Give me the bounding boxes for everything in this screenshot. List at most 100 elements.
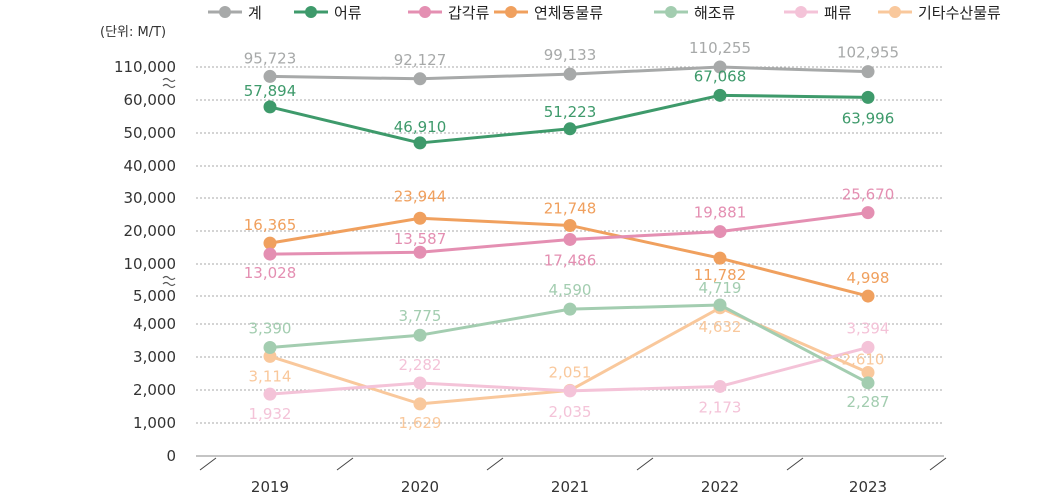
data-label: 51,223: [544, 103, 597, 121]
data-point: [713, 88, 727, 102]
data-point: [413, 376, 427, 390]
data-point: [413, 136, 427, 150]
y-tick-label: 3,000: [133, 348, 176, 366]
data-point: [413, 72, 427, 86]
x-axis-separator: [929, 457, 947, 471]
series-lines: [263, 60, 875, 411]
data-point: [861, 340, 875, 354]
data-point: [861, 376, 875, 390]
data-label: 21,748: [544, 199, 597, 217]
legend-label: 패류: [824, 4, 852, 22]
legend-item: 어류: [294, 4, 362, 22]
legend: 계 어류 갑각류 연체동물류 해조류 패류 기타수산물류: [208, 4, 1001, 22]
data-point: [861, 206, 875, 220]
legend-marker: [505, 6, 517, 18]
data-label: 13,028: [244, 264, 297, 282]
legend-item: 해조류: [654, 4, 736, 22]
data-point: [861, 90, 875, 104]
data-label: 99,133: [544, 46, 597, 64]
data-label: 2,035: [549, 403, 592, 421]
y-tick-label: 30,000: [124, 189, 177, 207]
legend-marker: [889, 6, 901, 18]
data-point: [713, 225, 727, 239]
series: [263, 211, 875, 303]
data-point: [713, 60, 727, 74]
data-point: [563, 122, 577, 136]
data-label: 1,932: [249, 405, 292, 423]
data-label: 23,944: [394, 187, 447, 205]
data-point: [563, 232, 577, 246]
data-point: [263, 387, 277, 401]
legend-label: 갑각류: [448, 4, 490, 22]
legend-marker: [419, 6, 431, 18]
data-labels: 95,723 92,127 99,133 110,255 102,955 57,894 46…: [244, 39, 899, 432]
axis-break-icon: [162, 77, 176, 89]
data-label: 25,670: [842, 186, 895, 204]
data-label: 67,068: [694, 67, 747, 85]
data-label: 2,610: [842, 350, 885, 368]
series: [263, 340, 875, 401]
legend-item: 갑각류: [408, 4, 490, 22]
data-point: [563, 384, 577, 398]
legend-label: 어류: [334, 4, 362, 22]
y-tick-label: 110,000: [114, 58, 176, 76]
data-label: 2,287: [847, 393, 890, 411]
data-label: 2,282: [399, 356, 442, 374]
data-label: 102,955: [837, 44, 899, 62]
x-tick-label: 2023: [849, 478, 887, 493]
series: [263, 60, 875, 86]
data-label: 19,881: [694, 204, 747, 222]
legend-marker: [795, 6, 807, 18]
legend-label: 해조류: [694, 4, 736, 22]
x-axis-separator: [636, 457, 654, 471]
y-tick-label: 0: [166, 447, 176, 465]
data-label: 4,632: [699, 318, 742, 336]
data-label: 2,051: [549, 363, 592, 381]
data-point: [563, 302, 577, 316]
data-point: [263, 341, 277, 355]
legend-label: 계: [248, 4, 262, 22]
data-label: 3,114: [249, 367, 292, 385]
series: [263, 88, 875, 150]
legend-item: 계: [208, 4, 262, 22]
y-tick-label: 60,000: [124, 91, 177, 109]
x-tick-label: 2019: [251, 478, 289, 493]
data-label: 92,127: [394, 51, 447, 69]
data-label: 95,723: [244, 49, 297, 67]
data-label: 13,587: [394, 230, 447, 248]
series: [263, 298, 875, 390]
data-point: [861, 289, 875, 303]
y-tick-label: 1,000: [133, 414, 176, 432]
data-point: [413, 211, 427, 225]
legend-label: 기타수산물류: [918, 4, 1001, 22]
data-label: 17,486: [544, 251, 597, 269]
y-tick-label: 5,000: [133, 287, 176, 305]
x-tick-label: 2022: [701, 478, 739, 493]
data-label: 63,996: [842, 109, 895, 127]
data-label: 3,390: [249, 320, 292, 338]
x-tick-label: 2021: [551, 478, 589, 493]
data-point: [263, 69, 277, 83]
x-axis-separator: [486, 457, 504, 471]
y-tick-label: 2,000: [133, 381, 176, 399]
data-label: 4,590: [549, 281, 592, 299]
data-point: [263, 100, 277, 114]
data-label: 46,910: [394, 118, 447, 136]
data-point: [563, 67, 577, 81]
y-tick-label: 40,000: [124, 157, 177, 175]
data-point: [713, 251, 727, 265]
series: [263, 206, 875, 261]
data-point: [263, 247, 277, 261]
data-label: 3,394: [847, 319, 890, 337]
x-axis-separator: [199, 457, 217, 471]
x-tick-label: 2020: [401, 478, 439, 493]
x-axis-separator: [786, 457, 804, 471]
x-axis: 2019 2020 2021 2022 2023: [199, 457, 947, 493]
legend-marker: [219, 6, 231, 18]
legend-label: 연체동물류: [534, 4, 603, 22]
y-tick-label: 20,000: [124, 222, 177, 240]
data-point: [713, 379, 727, 393]
legend-marker: [665, 6, 677, 18]
data-point: [413, 245, 427, 259]
y-tick-label: 4,000: [133, 315, 176, 333]
